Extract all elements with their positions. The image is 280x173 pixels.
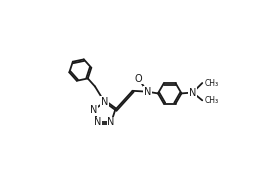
Text: N: N (144, 87, 151, 97)
Text: N: N (101, 97, 108, 107)
Text: N: N (108, 117, 115, 127)
Text: CH₃: CH₃ (205, 79, 219, 88)
Text: CH₃: CH₃ (205, 96, 219, 105)
Text: O: O (135, 74, 143, 84)
Text: N: N (94, 117, 102, 127)
Text: N: N (90, 105, 97, 115)
Text: N: N (189, 88, 197, 98)
